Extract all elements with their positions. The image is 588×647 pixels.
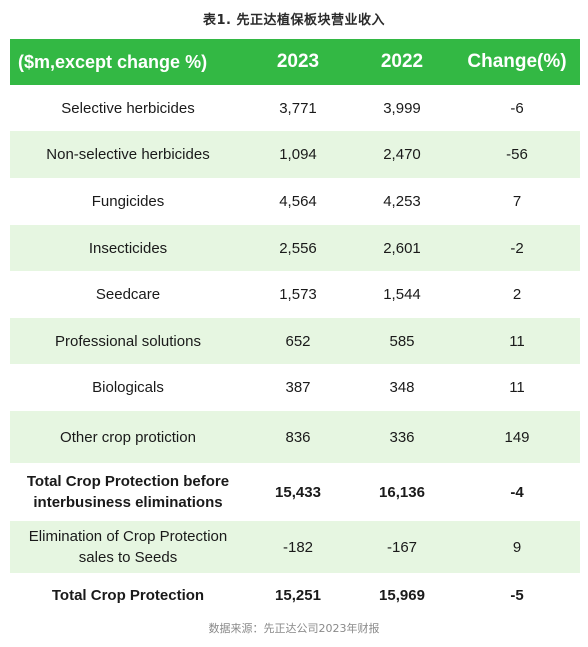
row-label: Professional solutions (55, 332, 201, 350)
table-row: Non-selective herbicides 1,094 2,470 -56 (10, 131, 580, 178)
table-title: 表1. 先正达植保板块营业收入 (202, 13, 385, 28)
value-change: 2 (512, 286, 522, 303)
value-2023: 4,564 (279, 193, 317, 210)
value-2022: 1,544 (383, 286, 421, 303)
revenue-table: ($m,except change %) 2023 2022 Change(%)… (10, 39, 580, 618)
header-row: ($m,except change %) 2023 2022 Change(%) (10, 39, 580, 85)
row-label: Non-selective herbicides (46, 146, 210, 163)
row-label: Elimination of Crop Protection sales to … (28, 528, 228, 566)
table-header: ($m,except change %) 2023 2022 Change(%) (10, 39, 580, 85)
header-change: Change(%) (467, 51, 567, 72)
subtotal-row: Total Crop Protection before interbusine… (10, 463, 580, 521)
row-label: Seedcare (95, 286, 161, 303)
table-row: Seedcare 1,573 1,544 2 (10, 271, 580, 318)
row-label: Total Crop Protection (51, 587, 205, 604)
value-2023: 652 (285, 332, 311, 350)
total-row: Total Crop Protection 15,251 15,969 -5 (10, 573, 580, 618)
value-2022: -167 (386, 538, 418, 556)
table-row: Biologicals 387 348 11 (10, 364, 580, 411)
value-change: -5 (510, 587, 524, 604)
value-change: 9 (512, 538, 522, 556)
row-label: Total Crop Protection before interbusine… (26, 473, 230, 511)
value-2023: 15,251 (275, 587, 321, 604)
value-2022: 15,969 (379, 587, 425, 604)
value-2022: 336 (389, 428, 415, 446)
value-change: -2 (510, 239, 524, 257)
value-2023: 1,094 (279, 146, 317, 163)
value-2023: 836 (285, 428, 311, 446)
header-2022: 2022 (380, 51, 424, 72)
row-label: Selective herbicides (61, 99, 195, 117)
value-2023: 2,556 (279, 239, 317, 257)
value-change: 11 (509, 379, 525, 396)
value-2023: 387 (285, 379, 311, 396)
value-2022: 16,136 (379, 483, 425, 501)
value-change: -56 (506, 146, 528, 163)
table-row: Elimination of Crop Protection sales to … (10, 521, 580, 573)
table-body: Selective herbicides 3,771 3,999 -6 Non-… (10, 85, 580, 618)
value-change: 11 (509, 332, 525, 350)
row-label: Biologicals (92, 379, 164, 396)
value-2022: 2,601 (383, 239, 421, 257)
table-row: Selective herbicides 3,771 3,999 -6 (10, 85, 580, 131)
value-2022: 585 (389, 332, 415, 350)
table-row: Insecticides 2,556 2,601 -2 (10, 225, 580, 271)
row-label: Insecticides (88, 239, 168, 257)
value-2022: 2,470 (383, 146, 421, 163)
value-change: -6 (510, 99, 524, 117)
row-label: Other crop protiction (60, 428, 196, 446)
value-2023: 3,771 (279, 99, 317, 117)
row-label: Fungicides (91, 193, 165, 210)
value-change: -4 (510, 483, 524, 501)
source-note: 数据来源：先正达公司2023年财报 (208, 622, 380, 635)
header-label: ($m,except change %) (18, 51, 208, 72)
value-change: 149 (504, 428, 530, 446)
value-2023: -182 (282, 538, 314, 556)
value-change: 7 (512, 193, 522, 210)
value-2023: 15,433 (275, 483, 321, 501)
table-row: Professional solutions 652 585 11 (10, 318, 580, 364)
value-2022: 3,999 (383, 99, 421, 117)
value-2022: 348 (389, 379, 415, 396)
value-2023: 1,573 (279, 286, 317, 303)
table-row: Other crop protiction 836 336 149 (10, 411, 580, 463)
value-2022: 4,253 (383, 193, 421, 210)
table-row: Fungicides 4,564 4,253 7 (10, 178, 580, 225)
header-2023: 2023 (276, 51, 320, 72)
